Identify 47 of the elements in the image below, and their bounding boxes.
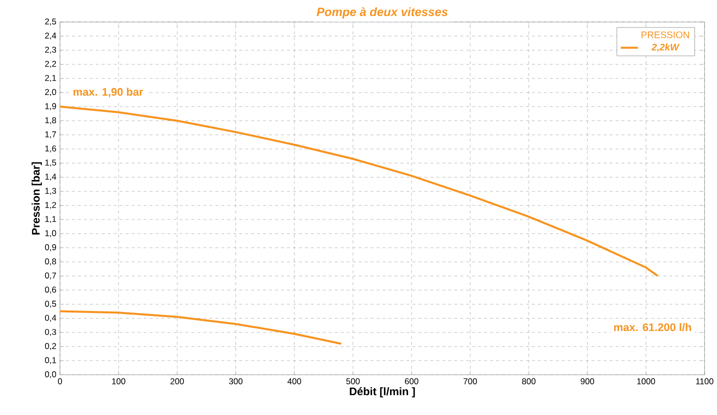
y-tick-label: 0,8: [45, 258, 56, 266]
y-tick-label: 2,2: [45, 60, 56, 68]
y-tick-label: 0,5: [45, 300, 56, 308]
y-tick-label: 1,7: [45, 132, 56, 138]
y-tick-label: 0,7: [45, 272, 56, 280]
y-tick-label: 0,0: [45, 371, 56, 378]
y-tick-label: 0,2: [45, 343, 56, 350]
x-tick-label: 300: [229, 378, 242, 384]
y-tick-label: 2,4: [45, 32, 56, 40]
y-tick-label: 1,4: [45, 174, 56, 181]
x-tick-label: 600: [404, 378, 418, 384]
y-tick-label: 1,8: [45, 117, 56, 124]
y-tick-label: 0,4: [45, 314, 56, 322]
y-tick-label: 2,5: [45, 18, 56, 26]
x-tick-label: 800: [522, 378, 536, 384]
x-tick-label: 1100: [696, 378, 714, 384]
y-tick-label: 0,9: [45, 244, 56, 252]
y-tick-label: 1,3: [45, 188, 56, 195]
y-tick-label: 0,3: [45, 329, 56, 336]
x-tick-label: 100: [112, 378, 126, 384]
y-tick-label: 0,1: [45, 357, 56, 364]
x-tick-label: 400: [288, 378, 302, 384]
x-tick-label: 1000: [637, 378, 656, 384]
annotation: max. 1,90 bar: [74, 88, 144, 98]
x-tick-label: 500: [346, 378, 360, 384]
line-series: [60, 310, 342, 345]
y-tick-label: 1,1: [45, 216, 56, 224]
y-tick-label: 1,6: [45, 146, 56, 153]
annotation: max. 61.200 l/h: [614, 323, 692, 332]
legend-title: PRESSION: [642, 32, 689, 38]
line-series: [60, 106, 659, 278]
y-tick-label: 0,6: [45, 286, 56, 294]
y-tick-label: 2,1: [45, 75, 56, 82]
y-axis-title: Pression [bar]: [32, 162, 42, 235]
y-tick-label: 1,2: [45, 202, 56, 210]
chart-title: Pompe à deux vitesses: [316, 7, 448, 19]
y-tick-label: 1,5: [45, 160, 56, 167]
x-tick-label: 200: [170, 378, 184, 384]
y-tick-label: 2,0: [45, 89, 56, 96]
x-tick-label: 900: [580, 378, 594, 384]
x-axis-title: Débit [l/min ]: [350, 387, 415, 398]
y-tick-label: 1,9: [45, 103, 56, 110]
y-tick-label: 1,0: [45, 230, 56, 238]
legend-label: 2,2kW: [651, 44, 680, 52]
y-tick-label: 2,3: [45, 46, 56, 54]
x-tick-label: 700: [464, 378, 477, 384]
x-tick-label: 0: [58, 378, 62, 384]
